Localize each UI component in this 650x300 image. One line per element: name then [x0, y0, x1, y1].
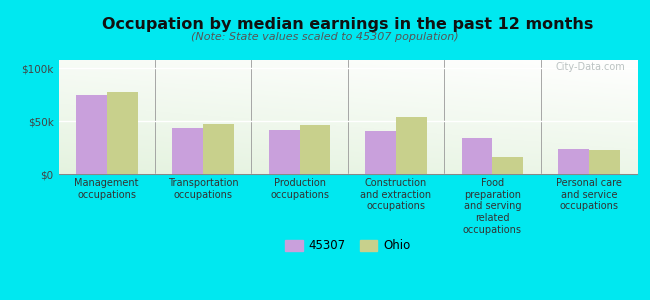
- Bar: [589, 150, 619, 174]
- Bar: [268, 130, 300, 174]
- Legend: 45307, Ohio: 45307, Ohio: [280, 235, 415, 257]
- Bar: [203, 124, 234, 174]
- Bar: [396, 117, 427, 174]
- Bar: [462, 138, 492, 174]
- Bar: [493, 157, 523, 174]
- Bar: [300, 125, 330, 174]
- Text: City-Data.com: City-Data.com: [556, 62, 625, 72]
- Bar: [365, 131, 396, 174]
- Bar: [107, 92, 138, 174]
- Bar: [76, 95, 107, 174]
- Text: (Note: State values scaled to 45307 population): (Note: State values scaled to 45307 popu…: [191, 32, 459, 41]
- Title: Occupation by median earnings in the past 12 months: Occupation by median earnings in the pas…: [102, 17, 593, 32]
- Bar: [172, 128, 203, 174]
- Bar: [558, 149, 589, 174]
